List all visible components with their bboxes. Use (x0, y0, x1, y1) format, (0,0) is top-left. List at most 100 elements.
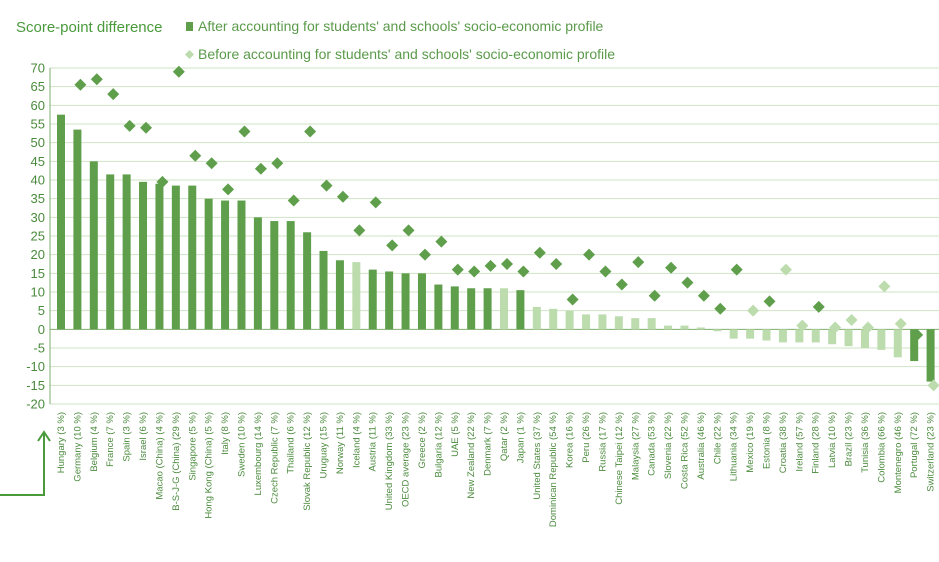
bar (57, 114, 65, 330)
y-tick-label: 20 (31, 247, 45, 262)
bar (204, 198, 213, 330)
bar (860, 329, 869, 348)
diamond-point (747, 304, 760, 317)
bar (237, 200, 246, 330)
diamond-point (533, 246, 546, 259)
diamond-point (648, 289, 661, 302)
diamond-point (484, 259, 497, 272)
bar (664, 325, 673, 330)
x-tick-label: France (7 %) (105, 412, 116, 467)
diamond-point (665, 261, 678, 274)
diamond-point (435, 235, 448, 248)
diamond-point (189, 149, 202, 162)
diamond-point (369, 196, 382, 209)
x-tick-label: Peru (26 %) (581, 412, 592, 463)
y-tick-label: 35 (31, 191, 45, 206)
x-tick-label: New Zealand (22 %) (466, 412, 477, 499)
diamond-point (763, 295, 776, 308)
x-tick-label: Singapore (5 %) (187, 412, 198, 481)
bar (139, 181, 148, 330)
diamond-point (566, 293, 579, 306)
bar (188, 185, 197, 330)
x-tick-label: Bulgaria (12 %) (433, 412, 444, 477)
bar (844, 329, 853, 347)
diamond-point (911, 328, 924, 341)
x-tick-label: Italy (8 %) (220, 412, 231, 455)
x-tick-label: Iceland (4 %) (351, 412, 362, 468)
bar (910, 329, 919, 362)
x-tick-label: Thailand (6 %) (286, 412, 297, 474)
bar (417, 273, 426, 330)
y-tick-label: 15 (31, 266, 45, 281)
grid-lines (50, 67, 939, 405)
diamond-point (205, 157, 218, 170)
bar (746, 329, 755, 339)
bar (696, 327, 705, 330)
diamond-point (894, 317, 907, 330)
x-tick-label: OECD average (23 %) (401, 412, 412, 507)
x-tick-label: Chile (22 %) (712, 412, 723, 464)
x-tick-label: Czech Republic (7 %) (269, 412, 280, 504)
diamond-point (451, 263, 464, 276)
diamond-point (222, 183, 235, 196)
x-tick-label: Luxembourg (14 %) (253, 412, 264, 495)
y-tick-label: -5 (33, 341, 45, 356)
x-tick-label: B-S-J-G (China) (29 %) (171, 412, 182, 511)
bar (582, 314, 591, 330)
y-tick-label: 10 (31, 285, 45, 300)
bar (368, 269, 377, 330)
bar (598, 314, 607, 330)
bar (335, 260, 344, 330)
y-tick-label: 60 (31, 98, 45, 113)
bar (401, 273, 410, 330)
y-tick-label: 30 (31, 210, 45, 225)
y-tick-label: -10 (26, 359, 45, 374)
bar (549, 308, 558, 330)
diamond-point (599, 265, 612, 278)
x-tick-label: Sweden (10 %) (236, 412, 247, 477)
diamond-point (714, 302, 727, 315)
diamond-point (90, 73, 103, 86)
diamond-point (501, 258, 513, 270)
diamond-point (730, 263, 743, 276)
y-tick-label: -15 (26, 378, 45, 393)
x-axis-categories: Hungary (3 %) Germany (10 %) Belgium (4 %)… (56, 412, 937, 527)
diamond-point (615, 278, 628, 291)
x-tick-label: Russia (17 %) (597, 412, 608, 472)
diamond-point (829, 321, 842, 334)
x-tick-label: Finland (28 %) (811, 412, 822, 474)
x-tick-label: Israel (6 %) (138, 412, 149, 461)
diamond-point (287, 194, 300, 207)
y-tick-label: 50 (31, 135, 45, 150)
x-tick-label: United Kingdom (33 %) (384, 412, 395, 510)
diamond-point (172, 65, 185, 78)
bar (680, 325, 689, 330)
legend-label-before: Before accounting for students' and scho… (198, 46, 615, 62)
legend-label-after: After accounting for students' and schoo… (198, 18, 604, 34)
x-tick-label: Hungary (3 %) (56, 412, 67, 473)
diamond-point (386, 239, 399, 252)
x-tick-label: Hong Kong (China) (5 %) (204, 412, 215, 519)
y-tick-label: -20 (26, 397, 45, 412)
diamond-point (779, 263, 792, 276)
diamond-point (238, 125, 251, 138)
diamond-point (927, 379, 939, 392)
x-tick-label: Korea (16 %) (565, 412, 576, 468)
diamond-point (336, 190, 349, 203)
bar (270, 221, 279, 330)
bar (762, 329, 771, 341)
x-tick-label: Ireland (57 %) (794, 412, 805, 472)
bar (171, 185, 180, 330)
x-tick-label: United States (37 %) (532, 412, 543, 500)
legend: After accounting for students' and schoo… (185, 18, 615, 62)
bar (877, 329, 886, 350)
x-tick-label: Dominican Republic (54 %) (548, 412, 559, 527)
diamond-point (140, 121, 153, 134)
bar (532, 306, 541, 330)
x-tick-label: Tunisia (36 %) (860, 412, 871, 473)
bar (729, 329, 738, 339)
diamond-point (304, 125, 317, 138)
bar (286, 221, 295, 330)
x-tick-label: Slovenia (22 %) (663, 412, 674, 479)
x-tick-label: Malaysia (27 %) (630, 412, 641, 480)
